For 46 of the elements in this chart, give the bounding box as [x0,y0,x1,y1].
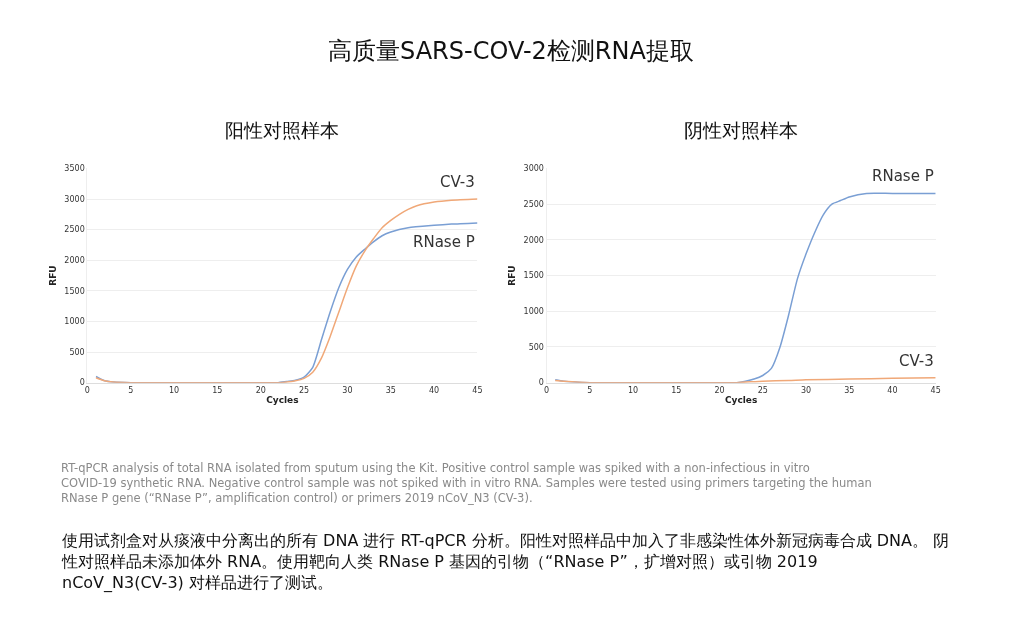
text: 高质量SARS-COV-2检测RNA提取 [328,37,694,65]
y-tick-label: 1000 [523,307,544,317]
x-tick-label: 30 [342,386,353,396]
y-tick-label: 2500 [523,199,544,209]
y-tick-label: 500 [528,342,544,352]
x-tick-label: 20 [714,386,725,396]
chart-title: 阴性对照样本 [684,119,798,141]
x-tick-label: 45 [472,386,483,396]
x-tick-label: 35 [844,386,855,396]
series-label: CV-3 [440,173,475,191]
x-tick-label: 5 [587,386,593,396]
y-tick-label: 0 [538,378,544,388]
y-tick-label: 2500 [64,225,85,235]
y-axis-title: RFU [506,265,517,286]
y-tick-label: 1500 [523,271,544,281]
x-axis-title: Cycles [266,395,299,406]
x-tick-label: 15 [212,386,223,396]
x-tick-label: 20 [255,386,266,396]
y-tick-label: 3000 [523,164,544,174]
x-tick-label: 35 [385,386,396,396]
series-label: CV-3 [899,352,934,370]
x-axis-title: Cycles [724,395,758,406]
x-tick-label: 40 [429,386,440,396]
text: RT-qPCR analysis of total RNA isolated from sputum using the Kit. Positive control sample was spiked with a non-infectious in vitro COVID-19 synthetic RNA. Negative control sample was not spiked with in vitro RNA. Samples were tested using primers targeting the human RNase P gene (“RNase P”, amplification control) or primers 2019 nCoV_N3 (CV-3). [61,461,872,505]
y-tick-label: 2000 [523,235,544,245]
y-tick-label: 1000 [64,317,85,327]
y-tick-label: 3500 [64,164,85,174]
x-tick-label: 45 [930,386,941,396]
x-tick-label: 25 [757,386,768,396]
y-tick-label: 3000 [64,194,85,204]
series-label: RNase P [872,167,934,185]
x-tick-label: 30 [800,386,812,396]
series-label: RNase P [413,233,475,251]
chart-title: 阳性对照样本 [225,119,339,141]
x-tick-label: 15 [671,386,682,396]
x-tick-label: 40 [887,386,898,396]
y-tick-label: 1500 [64,286,85,296]
text: 使用试剂盒对从痰液中分离出的所有 DNA 进行 RT-qPCR 分析。阳性对照样品中加入了非感染性体外新冠病毒合成 DNA。 阴性对照样品未添加体外 RNA。使用靶向人类 RNase P 基因的引物（“RNase P”，扩增对照）或引物 2019 nCoV_N3(CV-3) 对样品进行了测试。 [61,531,950,593]
y-tick-label: 500 [69,347,85,357]
x-tick-label: 5 [128,386,134,396]
x-tick-label: 25 [298,386,310,396]
y-tick-label: 0 [79,378,85,388]
x-tick-label: 10 [168,386,180,396]
y-tick-label: 2000 [64,256,85,266]
y-axis-title: RFU [47,265,58,286]
x-tick-label: 10 [627,386,639,396]
